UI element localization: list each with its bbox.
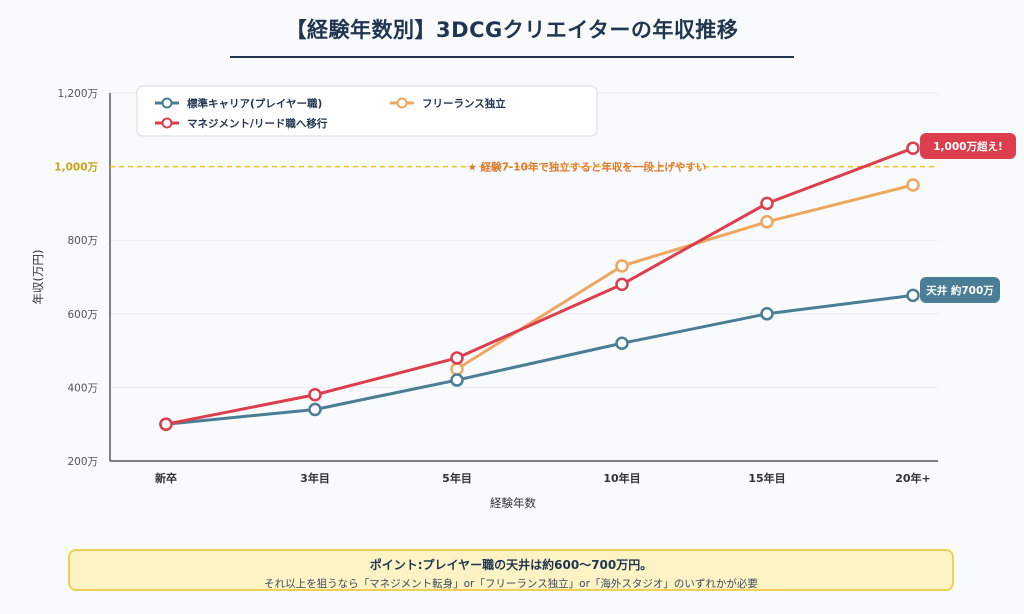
series-line-2 <box>165 146 914 426</box>
data-point-s0 <box>760 307 774 321</box>
series-line-0 <box>165 293 914 426</box>
data-point-s1 <box>450 362 464 376</box>
x-tick-label: 3年目 <box>300 471 330 485</box>
x-tick-label: 20年+ <box>895 471 931 485</box>
annotation-badge <box>920 133 1016 159</box>
data-point-s2 <box>760 196 774 211</box>
data-point-s2 <box>308 388 322 402</box>
annotation-badge <box>920 277 1000 303</box>
y-tick-label: 200万 <box>67 456 98 468</box>
series-line-1 <box>456 183 914 371</box>
legend-box <box>136 85 598 137</box>
data-point-s0 <box>906 288 920 303</box>
y-tick-label: 1,000万 <box>54 162 98 174</box>
legend-swatch-marker <box>161 117 173 129</box>
y-tick-label: 1,200万 <box>57 88 98 100</box>
data-point-s2 <box>615 277 629 292</box>
y-tick-label: 400万 <box>67 382 98 394</box>
y-axis-label: 年収(万円) <box>31 250 45 305</box>
data-point-s1 <box>615 259 629 273</box>
data-point-s0 <box>615 336 629 350</box>
key-point-box: ポイント:プレイヤー職の天井は約600〜700万円。 それ以上を狙うなら「マネジ… <box>68 549 954 591</box>
y-tick-label: 600万 <box>67 309 98 321</box>
reference-line-label: ★ 経験7-10年で独立すると年収を一段上げやすい <box>468 161 707 174</box>
annotation-text: 天井 約700万 <box>926 284 994 297</box>
title-underline <box>230 56 794 58</box>
key-point-title: ポイント:プレイヤー職の天井は約600〜700万円。 <box>369 558 653 572</box>
x-axis-label: 経験年数 <box>490 496 536 510</box>
y-tick-label: 800万 <box>67 235 98 247</box>
data-point-s0 <box>308 402 322 417</box>
x-tick-label: 15年目 <box>748 471 785 485</box>
x-tick-label: 5年目 <box>442 471 472 485</box>
key-point-text: それ以上を狙うなら「マネジメント転身」or「フリーランス独立」or「海外スタジオ… <box>264 578 758 590</box>
legend-swatch-marker <box>161 97 173 109</box>
data-point-s0 <box>450 373 464 387</box>
x-tick-label: 新卒 <box>155 471 177 485</box>
data-point-s2 <box>159 417 173 431</box>
data-point-s1 <box>760 215 774 229</box>
x-tick-label: 10年目 <box>603 471 640 485</box>
legend-label: 標準キャリア(プレイヤー職) <box>187 97 322 110</box>
data-point-s1 <box>906 178 920 192</box>
data-point-s2 <box>450 351 464 365</box>
legend-swatch-marker <box>396 97 408 109</box>
data-point-s2 <box>906 141 920 155</box>
legend-label: マネジメント/リード職へ移行 <box>187 117 328 130</box>
legend-label: フリーランス独立 <box>422 97 506 110</box>
annotation-text: 1,000万超え! <box>933 140 1003 153</box>
chart-title: 【経験年数別】3DCGクリエイターの年収推移 <box>285 18 739 42</box>
